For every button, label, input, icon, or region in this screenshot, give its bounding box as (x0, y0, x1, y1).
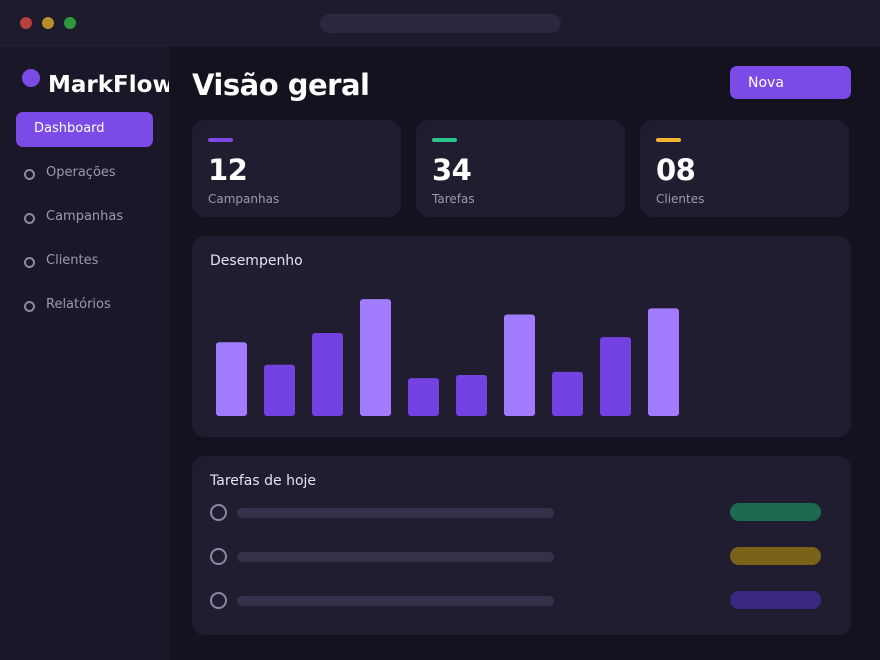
sidebar-item-label: Campanhas (46, 209, 124, 224)
task-text-placeholder (237, 508, 554, 518)
stat-card-campanhas[interactable]: 12 Campanhas (192, 120, 401, 217)
chart-bar (312, 332, 343, 416)
sidebar-item-label: Clientes (46, 253, 99, 268)
stat-label: Clientes (656, 192, 705, 206)
main-content: Visão geral Nova 12 Campanhas 34 Tarefas… (169, 47, 880, 660)
logo-icon (22, 69, 40, 87)
sidebar: MarkFlow Dashboard Operações Campanhas C… (0, 47, 174, 660)
minimize-window-button[interactable] (42, 17, 54, 29)
close-window-button[interactable] (20, 17, 32, 29)
stat-accent (432, 138, 457, 142)
chart-bar (264, 364, 295, 416)
sidebar-item-label: Relatórios (46, 297, 111, 312)
sidebar-item-clientes[interactable]: Clientes (16, 244, 153, 279)
task-text-placeholder (237, 552, 554, 562)
task-row (192, 545, 851, 569)
task-row (192, 589, 851, 613)
stat-label: Campanhas (208, 192, 280, 206)
stat-label: Tarefas (432, 192, 475, 206)
sidebar-item-relatorios[interactable]: Relatórios (16, 288, 153, 323)
sidebar-item-label: Dashboard (34, 121, 105, 136)
stat-value: 12 (208, 153, 248, 187)
tasks-title: Tarefas de hoje (210, 473, 317, 489)
task-tag (730, 547, 821, 565)
chart-bar (360, 299, 391, 416)
address-bar[interactable] (320, 14, 561, 33)
stat-card-clientes[interactable]: 08 Clientes (640, 120, 849, 217)
circle-icon (24, 301, 35, 312)
chart-bar (600, 337, 631, 416)
stat-card-tarefas[interactable]: 34 Tarefas (416, 120, 625, 217)
task-row (192, 501, 851, 525)
chart-bar (456, 375, 487, 416)
chart-bar (408, 378, 439, 416)
task-tag (730, 503, 821, 521)
task-text-placeholder (237, 596, 554, 606)
sidebar-item-operacoes[interactable]: Operações (16, 156, 153, 191)
app-name: MarkFlow (48, 72, 174, 98)
chart-bar (552, 371, 583, 416)
performance-title: Desempenho (210, 253, 303, 269)
circle-icon (24, 257, 35, 268)
task-tag (730, 591, 821, 609)
sidebar-item-campanhas[interactable]: Campanhas (16, 200, 153, 235)
chart-bar (648, 308, 679, 416)
task-checkbox[interactable] (210, 592, 227, 609)
tasks-panel: Tarefas de hoje (192, 456, 851, 635)
sidebar-item-dashboard[interactable]: Dashboard (16, 112, 153, 147)
page-title: Visão geral (192, 68, 370, 102)
stat-value: 34 (432, 153, 472, 187)
task-checkbox[interactable] (210, 548, 227, 565)
window-titlebar (0, 0, 880, 47)
chart-bar (504, 314, 535, 416)
maximize-window-button[interactable] (64, 17, 76, 29)
chart-bar (216, 342, 247, 416)
performance-bar-chart (216, 299, 679, 416)
circle-icon (24, 169, 35, 180)
stat-accent (208, 138, 233, 142)
performance-panel: Desempenho (192, 236, 851, 437)
circle-icon (24, 213, 35, 224)
stat-accent (656, 138, 681, 142)
new-button[interactable]: Nova (730, 66, 851, 99)
stat-value: 08 (656, 153, 696, 187)
sidebar-item-label: Operações (46, 165, 116, 180)
task-checkbox[interactable] (210, 504, 227, 521)
